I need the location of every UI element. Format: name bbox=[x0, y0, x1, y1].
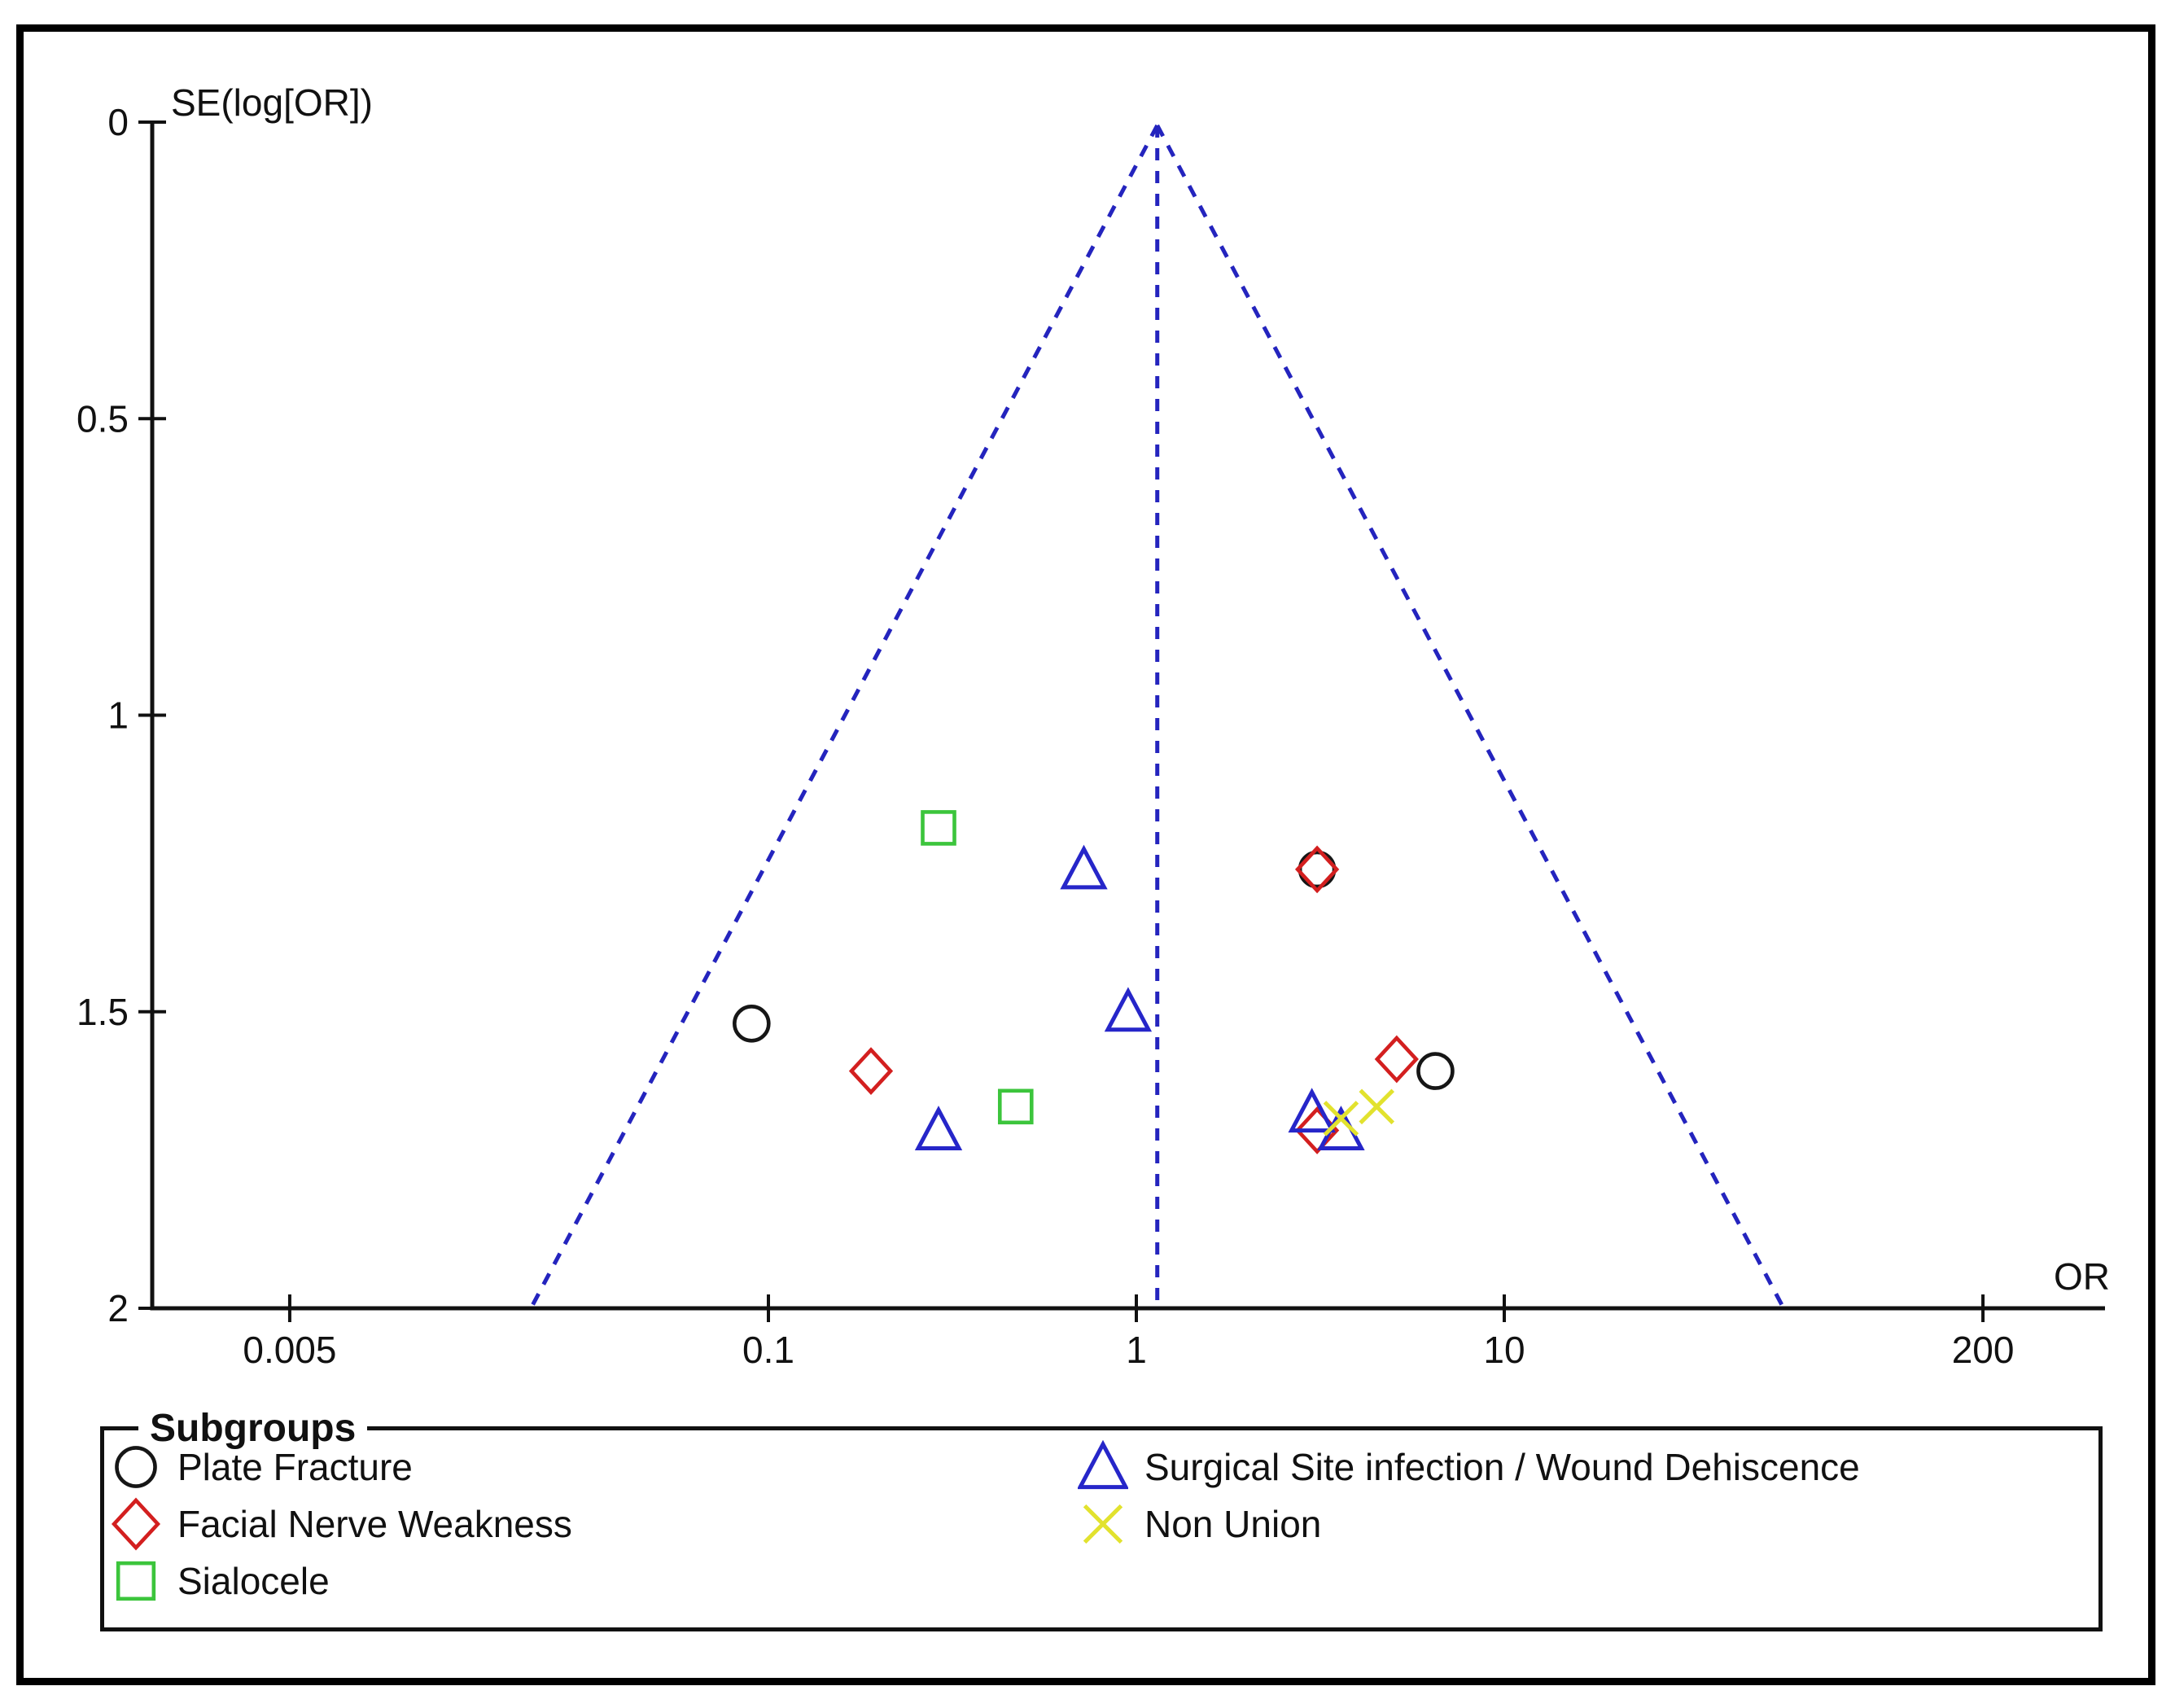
data-point-square bbox=[997, 1088, 1034, 1125]
xmark-legend-icon bbox=[1078, 1497, 1128, 1551]
legend-label: Plate Fracture bbox=[177, 1446, 413, 1488]
legend-label: Sialocele bbox=[177, 1560, 330, 1602]
data-point-triangle bbox=[1288, 1088, 1336, 1133]
legend-item: Surgical Site infection / Wound Dehiscen… bbox=[1078, 1439, 1860, 1496]
y-axis-title: SE(log[OR]) bbox=[171, 81, 373, 124]
legend-label: Non Union bbox=[1144, 1503, 1322, 1545]
data-point-xmark bbox=[1323, 1101, 1359, 1136]
x-tick-label: 0.005 bbox=[243, 1329, 336, 1371]
legend-item: Non Union bbox=[1078, 1496, 1860, 1553]
x-axis-title: OR bbox=[2054, 1255, 2110, 1298]
data-point-triangle bbox=[914, 1106, 963, 1150]
y-tick-label: 0 bbox=[107, 101, 129, 143]
y-tick-label: 1.5 bbox=[77, 991, 129, 1033]
legend-item: Sialocele bbox=[111, 1553, 572, 1609]
data-point-diamond bbox=[1374, 1035, 1419, 1084]
data-point-circle bbox=[1298, 850, 1337, 889]
x-tick-label: 200 bbox=[1952, 1329, 2015, 1371]
data-point-triangle bbox=[1060, 844, 1108, 890]
data-point-diamond bbox=[1294, 845, 1340, 894]
y-tick-label: 0.5 bbox=[77, 397, 129, 440]
legend-label: Facial Nerve Weakness bbox=[177, 1503, 572, 1545]
legend-column-left: Plate Fracture Facial Nerve Weakness Sialo… bbox=[111, 1439, 572, 1609]
data-point-circle bbox=[733, 1005, 771, 1043]
diamond-legend-icon bbox=[111, 1497, 161, 1551]
y-tick-label: 1 bbox=[107, 694, 129, 737]
funnel-left-line bbox=[529, 124, 1159, 1310]
circle-legend-icon bbox=[111, 1440, 161, 1494]
legend-column-right: Surgical Site infection / Wound Dehiscen… bbox=[1078, 1439, 1860, 1553]
data-point-xmark bbox=[1359, 1088, 1395, 1125]
x-tick-label: 10 bbox=[1483, 1329, 1525, 1371]
data-point-circle bbox=[1416, 1052, 1455, 1090]
data-point-diamond bbox=[848, 1047, 894, 1095]
legend-item: Facial Nerve Weakness bbox=[111, 1496, 572, 1553]
legend-title: Subgroups bbox=[138, 1404, 368, 1453]
x-tick-label: 0.1 bbox=[742, 1329, 794, 1371]
data-point-square bbox=[921, 810, 956, 846]
legend-box: Subgroups Plate Fracture Facial Nerve Wea… bbox=[100, 1404, 2103, 1631]
data-point-triangle bbox=[1104, 987, 1153, 1032]
legend-item: Plate Fracture bbox=[111, 1439, 572, 1496]
legend-label: Surgical Site infection / Wound Dehiscen… bbox=[1144, 1446, 1860, 1488]
funnel-right-line bbox=[1155, 124, 1786, 1310]
square-legend-icon bbox=[111, 1554, 161, 1608]
y-tick-label: 2 bbox=[107, 1287, 129, 1329]
triangle-legend-icon bbox=[1078, 1440, 1128, 1494]
x-tick-label: 1 bbox=[1126, 1329, 1147, 1371]
